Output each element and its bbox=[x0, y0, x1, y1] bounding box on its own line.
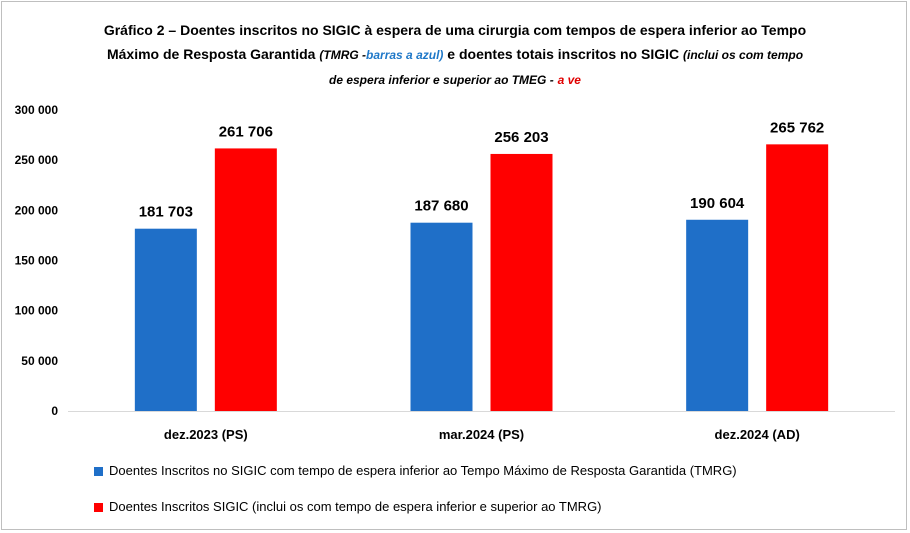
legend-item-tmrg: Doentes Inscritos no SIGIC com tempo de … bbox=[94, 462, 737, 480]
x-category-label: dez.2023 (PS) bbox=[164, 427, 248, 442]
bar bbox=[410, 222, 473, 411]
y-tick-label: 300 000 bbox=[15, 103, 59, 117]
y-tick-label: 50 000 bbox=[21, 354, 58, 368]
title-line2-a: Máximo de Resposta Garantida bbox=[106, 46, 316, 62]
x-category-label: dez.2024 (AD) bbox=[715, 427, 800, 442]
legend-swatch-red bbox=[94, 502, 103, 512]
title-line3-b: a ve bbox=[557, 73, 581, 87]
legend-swatch-blue bbox=[94, 466, 103, 476]
data-label: 261 706 bbox=[219, 123, 273, 140]
bar bbox=[686, 219, 749, 411]
y-tick-label: 150 000 bbox=[15, 254, 59, 268]
x-category-label: mar.2024 (PS) bbox=[439, 427, 524, 442]
legend-item-total: Doentes Inscritos SIGIC (inclui os com t… bbox=[94, 498, 602, 516]
bar bbox=[214, 148, 277, 412]
legend-label-total: Doentes Inscritos SIGIC (inclui os com t… bbox=[109, 499, 602, 514]
y-tick-label: 250 000 bbox=[15, 153, 59, 167]
data-label: 190 604 bbox=[690, 195, 745, 212]
data-label: 187 680 bbox=[414, 198, 468, 215]
title-line2-c: barras a azul) bbox=[366, 48, 444, 62]
chart-title: Gráfico 2 – Doentes inscritos no SIGIC à… bbox=[60, 18, 850, 92]
bar bbox=[134, 228, 197, 411]
title-line2-b: (TMRG - bbox=[319, 48, 367, 62]
y-tick-label: 100 000 bbox=[15, 304, 59, 318]
y-tick-label: 200 000 bbox=[15, 203, 59, 217]
title-line1: Gráfico 2 – Doentes inscritos no SIGIC à… bbox=[103, 22, 807, 38]
data-label: 256 203 bbox=[494, 129, 548, 146]
bar bbox=[766, 144, 829, 412]
title-line2-d: e doentes totais inscritos no SIGIC bbox=[447, 46, 680, 62]
bar bbox=[490, 153, 553, 411]
data-label: 265 762 bbox=[770, 119, 824, 136]
y-tick-label: 0 bbox=[51, 404, 58, 418]
title-line2-e: (inclui os com tempo bbox=[683, 48, 804, 62]
legend-label-tmrg: Doentes Inscritos no SIGIC com tempo de … bbox=[109, 463, 737, 478]
data-label: 181 703 bbox=[139, 204, 193, 221]
title-line3-a: de espera inferior e superior ao TMEG - bbox=[329, 73, 554, 87]
